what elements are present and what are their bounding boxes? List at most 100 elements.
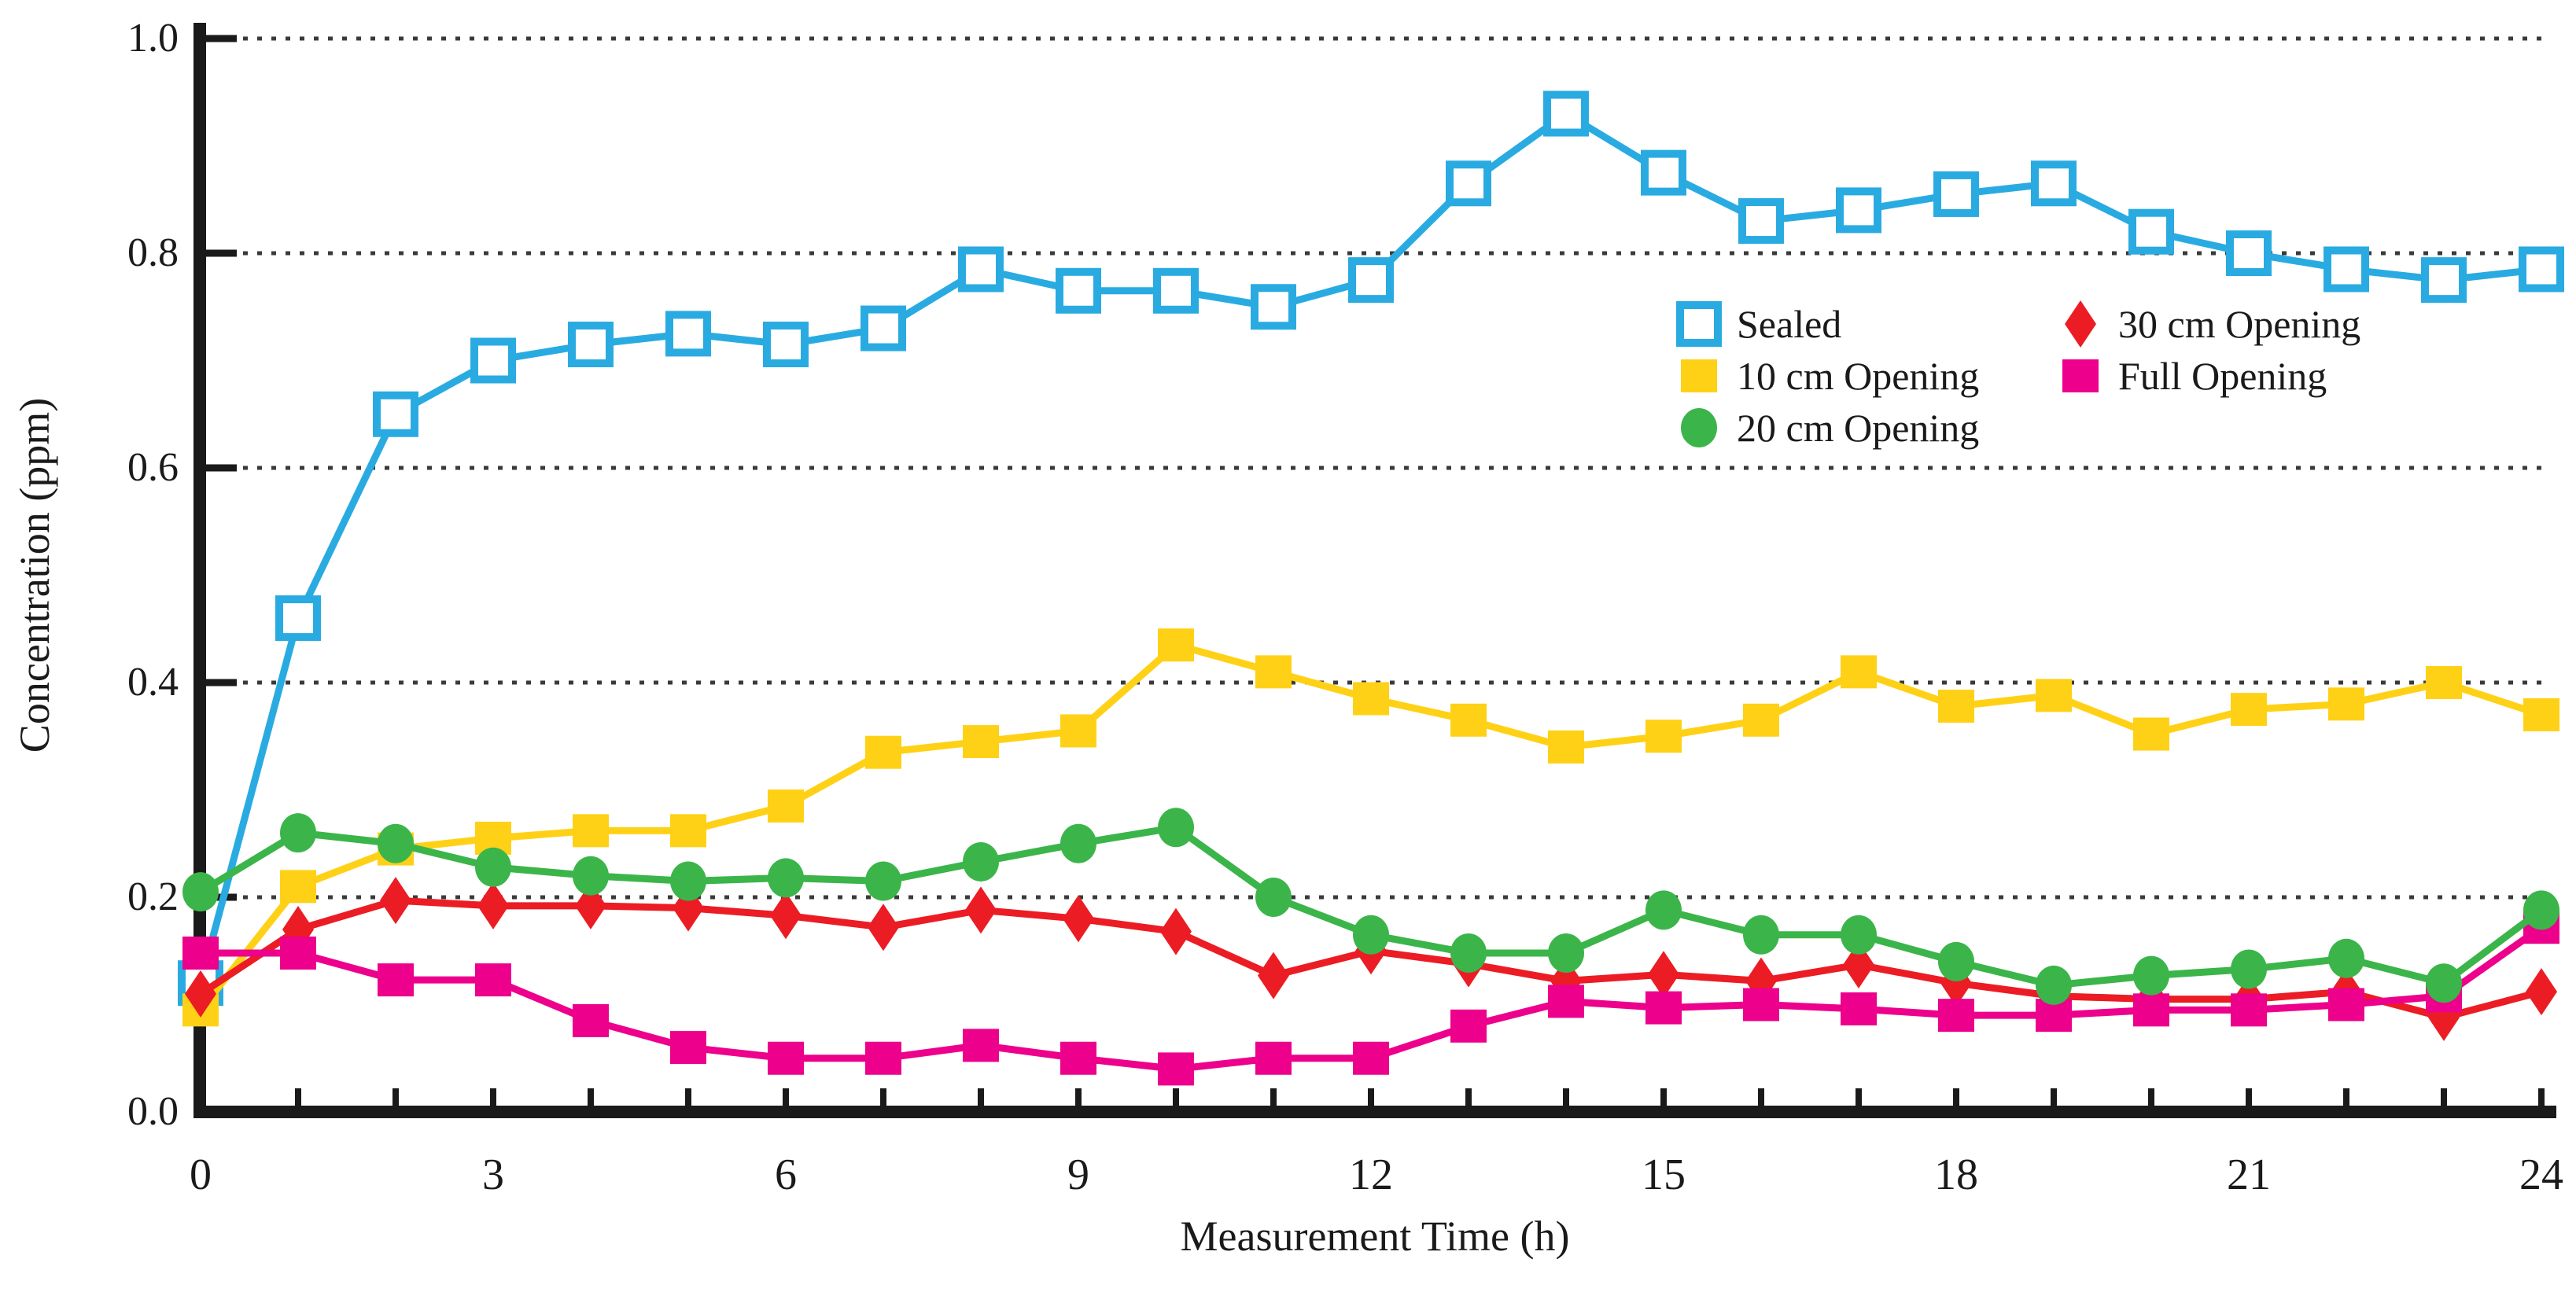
x-tick-label-0: 0 — [190, 1150, 212, 1199]
series-marker-full-opening-t11 — [1255, 1041, 1292, 1075]
series-marker-10-cm-opening-t10 — [1158, 628, 1194, 662]
x-tick-label-9: 9 — [1067, 1150, 1089, 1199]
legend-marker-sealed — [1676, 301, 1722, 347]
series-marker-sealed-t4 — [568, 322, 614, 368]
series-marker-20-cm-opening-t16 — [1743, 915, 1779, 955]
x-tick-label-12: 12 — [1349, 1150, 1393, 1199]
series-marker-10-cm-opening-t5 — [670, 814, 706, 848]
series-marker-full-opening-t17 — [1841, 992, 1877, 1025]
y-tick-label-1: 1.0 — [127, 16, 179, 61]
series-marker-30-cm-opening-t8 — [965, 886, 997, 934]
series-marker-10-cm-opening-t4 — [573, 814, 609, 848]
series-marker-20-cm-opening-t14 — [1548, 933, 1584, 973]
series-marker-10-cm-opening-t17 — [1841, 655, 1877, 689]
series-marker-20-cm-opening-t11 — [1255, 878, 1292, 917]
series-marker-20-cm-opening-t24 — [2523, 890, 2559, 930]
legend-marker-10-cm-opening — [1681, 359, 1717, 392]
y-tick-label-0.8: 0.8 — [127, 230, 179, 275]
series-marker-sealed-t21 — [2226, 230, 2272, 276]
x-tick-label-3: 3 — [482, 1150, 504, 1199]
series-marker-sealed-t5 — [665, 311, 711, 357]
series-marker-10-cm-opening-t11 — [1255, 655, 1292, 689]
series-marker-20-cm-opening-t18 — [1938, 941, 1974, 981]
series-marker-sealed-t13 — [1446, 160, 1491, 207]
series-marker-30-cm-opening-t9 — [1063, 895, 1094, 943]
series-marker-20-cm-opening-t12 — [1353, 915, 1389, 955]
series-marker-30-cm-opening-t0 — [185, 970, 216, 1018]
series-marker-full-opening-t2 — [378, 963, 414, 997]
series-marker-30-cm-opening-t11 — [1258, 952, 1289, 999]
series-marker-10-cm-opening-t21 — [2231, 693, 2267, 727]
series-marker-full-opening-t4 — [573, 1003, 609, 1037]
y-axis-spine — [193, 23, 206, 1118]
series-marker-30-cm-opening-t7 — [868, 904, 899, 952]
series-marker-sealed-t6 — [763, 322, 809, 368]
legend-marker-30-cm-opening — [2065, 300, 2096, 348]
series-marker-full-opening-t13 — [1450, 1009, 1487, 1043]
y-tick-label-0.6: 0.6 — [127, 445, 179, 490]
series-marker-sealed-t22 — [2324, 246, 2369, 293]
series-marker-10-cm-opening-t16 — [1743, 703, 1779, 737]
series-marker-30-cm-opening-t15 — [1648, 951, 1679, 999]
series-marker-10-cm-opening-t9 — [1060, 714, 1096, 748]
series-marker-20-cm-opening-t13 — [1450, 933, 1487, 973]
series-marker-10-cm-opening-t13 — [1450, 703, 1487, 737]
x-tick-label-6: 6 — [775, 1150, 797, 1199]
series-marker-30-cm-opening-t10 — [1160, 907, 1192, 955]
series-marker-full-opening-t5 — [670, 1031, 706, 1065]
legend-label-30-cm-opening: 30 cm Opening — [2118, 302, 2360, 346]
series-marker-sealed-t17 — [1836, 187, 1881, 234]
series-marker-10-cm-opening-t12 — [1353, 682, 1389, 716]
series-marker-full-opening-t16 — [1743, 988, 1779, 1021]
series-marker-10-cm-opening-t14 — [1548, 730, 1584, 764]
series-marker-10-cm-opening-t18 — [1938, 690, 1974, 723]
series-marker-full-opening-t14 — [1548, 985, 1584, 1018]
series-marker-sealed-t3 — [470, 337, 516, 384]
series-marker-30-cm-opening-t2 — [380, 877, 411, 925]
series-marker-full-opening-t6 — [768, 1041, 804, 1075]
series-marker-20-cm-opening-t6 — [768, 858, 804, 898]
series-marker-sealed-t1 — [275, 595, 321, 642]
series-marker-30-cm-opening-t3 — [477, 882, 509, 929]
series-marker-sealed-t7 — [861, 305, 906, 352]
series-marker-full-opening-t20 — [2133, 993, 2169, 1027]
y-tick-label-0.4: 0.4 — [127, 660, 179, 705]
y-tick-label-0: 0.0 — [127, 1089, 179, 1134]
series-marker-sealed-t19 — [2031, 160, 2077, 207]
series-marker-full-opening-t7 — [865, 1041, 901, 1075]
legend-label-20-cm-opening: 20 cm Opening — [1737, 406, 1979, 450]
series-marker-sealed-t23 — [2421, 257, 2467, 304]
series-marker-full-opening-t18 — [1938, 999, 1974, 1032]
series-marker-10-cm-opening-t20 — [2133, 717, 2169, 751]
series-marker-30-cm-opening-t4 — [575, 882, 606, 929]
x-tick-label-24: 24 — [2519, 1150, 2563, 1199]
legend-label-sealed: Sealed — [1737, 302, 1841, 346]
series-marker-20-cm-opening-t2 — [378, 823, 414, 863]
series-marker-20-cm-opening-t15 — [1645, 890, 1682, 930]
series-marker-full-opening-t22 — [2328, 988, 2364, 1021]
series-marker-20-cm-opening-t20 — [2133, 955, 2169, 996]
legend-marker-full-opening — [2062, 359, 2099, 392]
series-marker-full-opening-t8 — [963, 1029, 999, 1062]
series-marker-10-cm-opening-t1 — [280, 870, 316, 904]
series-marker-20-cm-opening-t5 — [670, 861, 706, 901]
legend-label-10-cm-opening: 10 cm Opening — [1737, 354, 1979, 398]
series-marker-sealed-t2 — [373, 391, 418, 437]
series-marker-20-cm-opening-t19 — [2036, 965, 2072, 1005]
x-tick-label-18: 18 — [1934, 1150, 1978, 1199]
series-marker-30-cm-opening-t17 — [1843, 940, 1874, 988]
series-marker-20-cm-opening-t17 — [1841, 915, 1877, 955]
series-marker-20-cm-opening-t9 — [1060, 823, 1096, 863]
x-tick-label-15: 15 — [1642, 1150, 1686, 1199]
series-marker-full-opening-t21 — [2231, 993, 2267, 1027]
series-marker-full-opening-t10 — [1158, 1052, 1194, 1086]
legend-marker-20-cm-opening — [1681, 408, 1717, 447]
series-marker-10-cm-opening-t23 — [2426, 666, 2462, 699]
series-marker-sealed-t12 — [1348, 257, 1394, 304]
x-axis-spine — [193, 1106, 2556, 1118]
series-marker-20-cm-opening-t7 — [865, 861, 901, 901]
series-marker-20-cm-opening-t23 — [2426, 963, 2462, 1003]
series-marker-20-cm-opening-t8 — [963, 841, 999, 882]
series-marker-sealed-t11 — [1251, 284, 1296, 330]
